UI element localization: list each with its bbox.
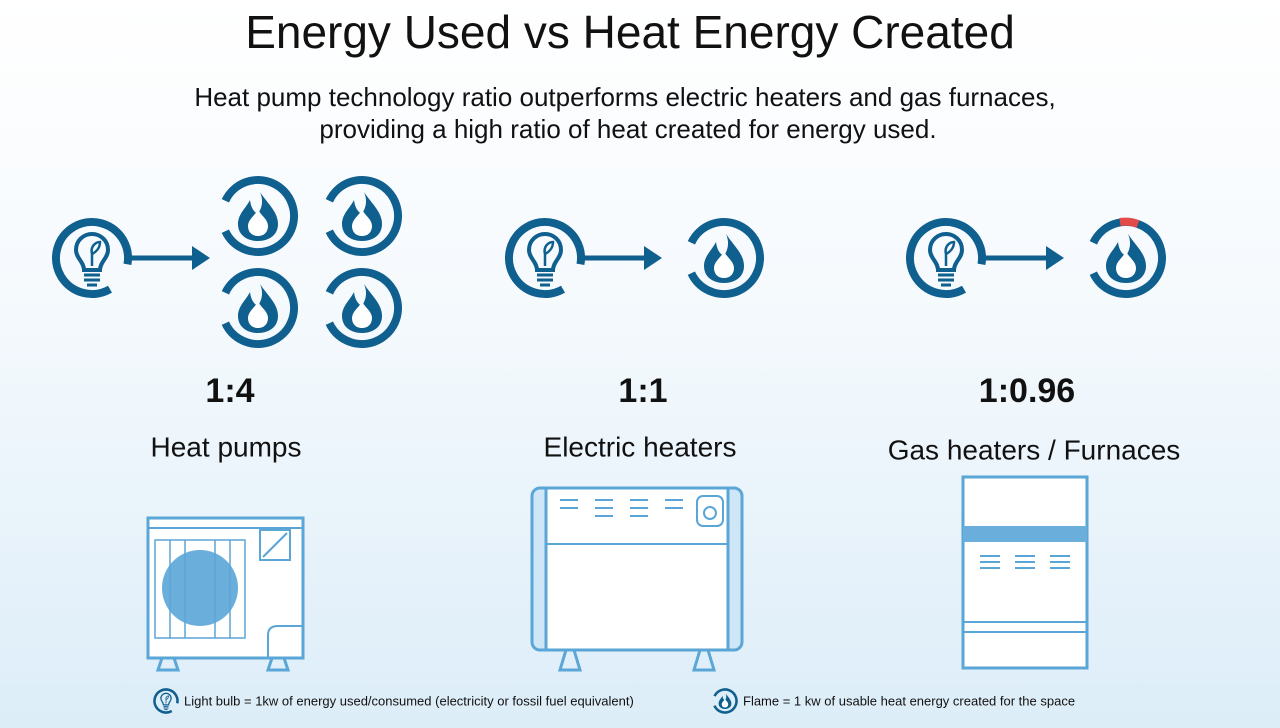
column-label: Gas heaters / Furnaces — [888, 434, 1181, 465]
ratio: 1:1 — [618, 372, 667, 410]
flame-icon — [218, 268, 298, 348]
flame-icon — [322, 268, 402, 348]
flame-icon — [218, 176, 298, 256]
ratio: 1:0.96 — [979, 372, 1075, 410]
ratio: 1:4 — [205, 372, 254, 410]
legend-text: Light bulb = 1kw of energy used/consumed… — [184, 693, 634, 708]
subtitle: providing a high ratio of heat created f… — [319, 114, 936, 144]
arrow-head — [1046, 246, 1064, 270]
bulb-icon — [52, 218, 132, 298]
bulb-icon — [153, 688, 179, 714]
flame-icon — [322, 176, 402, 256]
column-label: Electric heaters — [544, 431, 737, 462]
arrow-head — [644, 246, 662, 270]
heat-pump-illustration — [146, 516, 305, 672]
column-label: Heat pumps — [151, 431, 302, 462]
legend-text: Flame = 1 kw of usable heat energy creat… — [743, 693, 1075, 708]
gas-furnace-illustration — [961, 475, 1089, 670]
title: Energy Used vs Heat Energy Created — [245, 6, 1015, 58]
subtitle: Heat pump technology ratio outperforms e… — [194, 82, 1055, 112]
electric-heater-illustration — [530, 486, 744, 672]
flame-icon — [712, 688, 738, 714]
flame-icon — [1086, 217, 1166, 298]
arrow-head — [192, 246, 210, 270]
flame-icon — [684, 218, 764, 298]
